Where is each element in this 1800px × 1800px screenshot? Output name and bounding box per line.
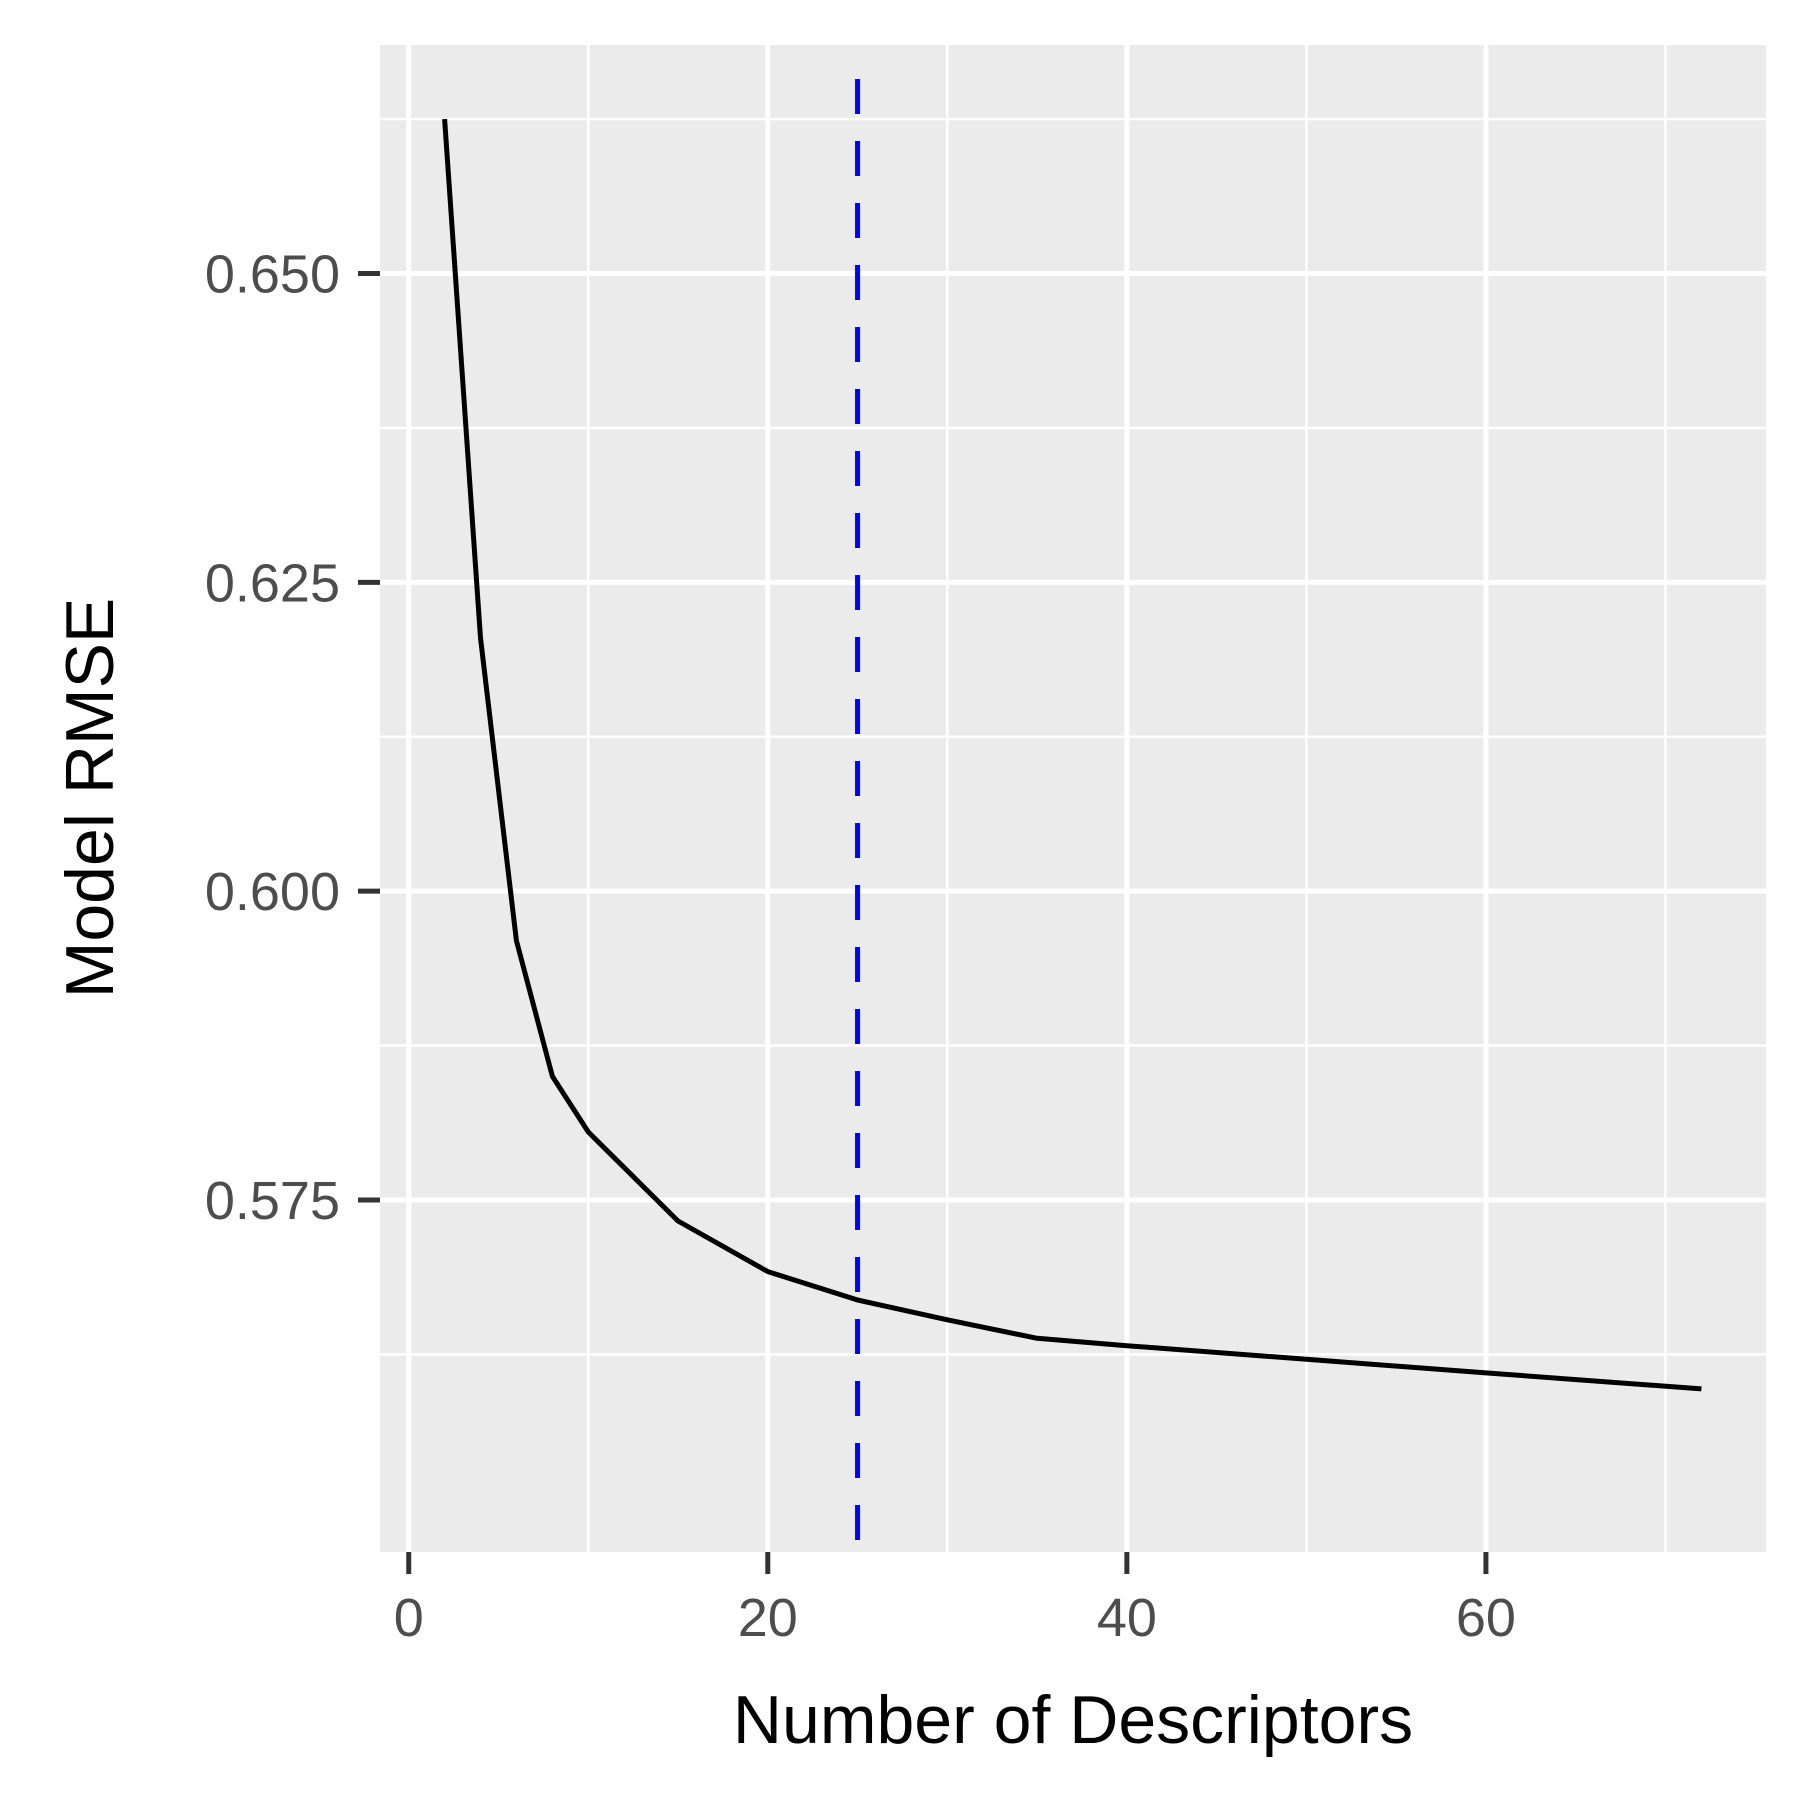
y-axis: 0.575 0.600 0.625 0.650 — [205, 245, 380, 1231]
x-axis-title: Number of Descriptors — [733, 1682, 1413, 1758]
x-axis: 0 20 40 60 — [394, 1552, 1516, 1648]
x-tick-label: 40 — [1097, 1588, 1157, 1648]
y-tick-label: 0.575 — [205, 1171, 340, 1231]
y-tick-label: 0.625 — [205, 553, 340, 613]
major-gridlines — [380, 45, 1766, 1552]
minor-gridlines — [380, 45, 1766, 1552]
y-tick-label: 0.600 — [205, 862, 340, 922]
x-tick-label: 0 — [394, 1588, 424, 1648]
y-tick-label: 0.650 — [205, 245, 340, 305]
plot-panel-background — [380, 45, 1766, 1552]
x-tick-label: 60 — [1456, 1588, 1516, 1648]
x-tick-label: 20 — [738, 1588, 798, 1648]
rmse-series-line — [442, 118, 1702, 1392]
data-series — [442, 118, 1702, 1392]
y-axis-title: Model RMSE — [52, 598, 128, 999]
